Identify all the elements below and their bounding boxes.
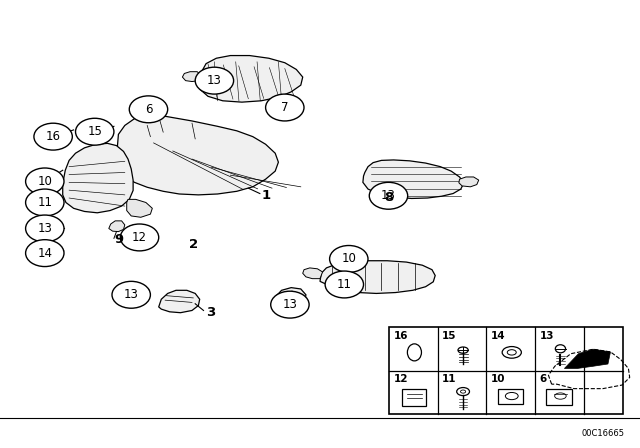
Text: 13: 13	[540, 331, 554, 340]
Text: 14: 14	[37, 246, 52, 260]
Text: 16: 16	[45, 130, 61, 143]
Circle shape	[266, 94, 304, 121]
Polygon shape	[199, 56, 303, 102]
Text: 13: 13	[207, 74, 222, 87]
Polygon shape	[275, 288, 306, 309]
Polygon shape	[117, 115, 278, 195]
Text: 12: 12	[394, 375, 408, 384]
Circle shape	[120, 224, 159, 251]
Text: 14: 14	[491, 331, 506, 340]
Polygon shape	[125, 225, 142, 238]
Polygon shape	[363, 160, 464, 198]
Text: 13: 13	[381, 189, 396, 202]
Text: 13: 13	[37, 222, 52, 235]
Circle shape	[26, 215, 64, 242]
Bar	[498, 389, 524, 404]
Text: 10: 10	[341, 252, 356, 266]
Circle shape	[26, 168, 64, 195]
Text: 9: 9	[114, 233, 123, 246]
Circle shape	[112, 281, 150, 308]
Text: 00C16665: 00C16665	[581, 429, 624, 438]
Polygon shape	[564, 349, 611, 368]
Polygon shape	[303, 268, 323, 279]
Text: 2: 2	[189, 237, 198, 251]
Text: 16: 16	[394, 331, 408, 340]
Circle shape	[271, 291, 309, 318]
Text: 15: 15	[442, 331, 457, 340]
Polygon shape	[182, 72, 201, 82]
Text: 6: 6	[540, 375, 547, 384]
Circle shape	[26, 240, 64, 267]
Text: 3: 3	[206, 306, 215, 319]
Text: 1: 1	[261, 189, 270, 202]
Polygon shape	[127, 199, 152, 217]
Circle shape	[369, 182, 408, 209]
Text: 7: 7	[281, 101, 289, 114]
Text: 11: 11	[337, 278, 352, 291]
Bar	[402, 389, 426, 406]
Circle shape	[76, 118, 114, 145]
Text: 12: 12	[132, 231, 147, 244]
Text: 8: 8	[384, 190, 393, 204]
Circle shape	[129, 96, 168, 123]
Polygon shape	[459, 177, 479, 187]
Text: 13: 13	[124, 288, 139, 302]
Circle shape	[26, 189, 64, 216]
Text: 10: 10	[491, 375, 506, 384]
Text: 6: 6	[145, 103, 152, 116]
Text: 11: 11	[442, 375, 457, 384]
Polygon shape	[63, 143, 133, 213]
Polygon shape	[159, 290, 200, 313]
Circle shape	[325, 271, 364, 298]
Bar	[389, 327, 623, 414]
Circle shape	[34, 123, 72, 150]
Text: 11: 11	[37, 196, 52, 209]
Bar	[547, 389, 572, 405]
Text: 13: 13	[282, 298, 298, 311]
Circle shape	[195, 67, 234, 94]
Circle shape	[330, 246, 368, 272]
Polygon shape	[109, 221, 125, 232]
Text: 15: 15	[87, 125, 102, 138]
Text: 10: 10	[37, 175, 52, 188]
Polygon shape	[320, 261, 435, 293]
